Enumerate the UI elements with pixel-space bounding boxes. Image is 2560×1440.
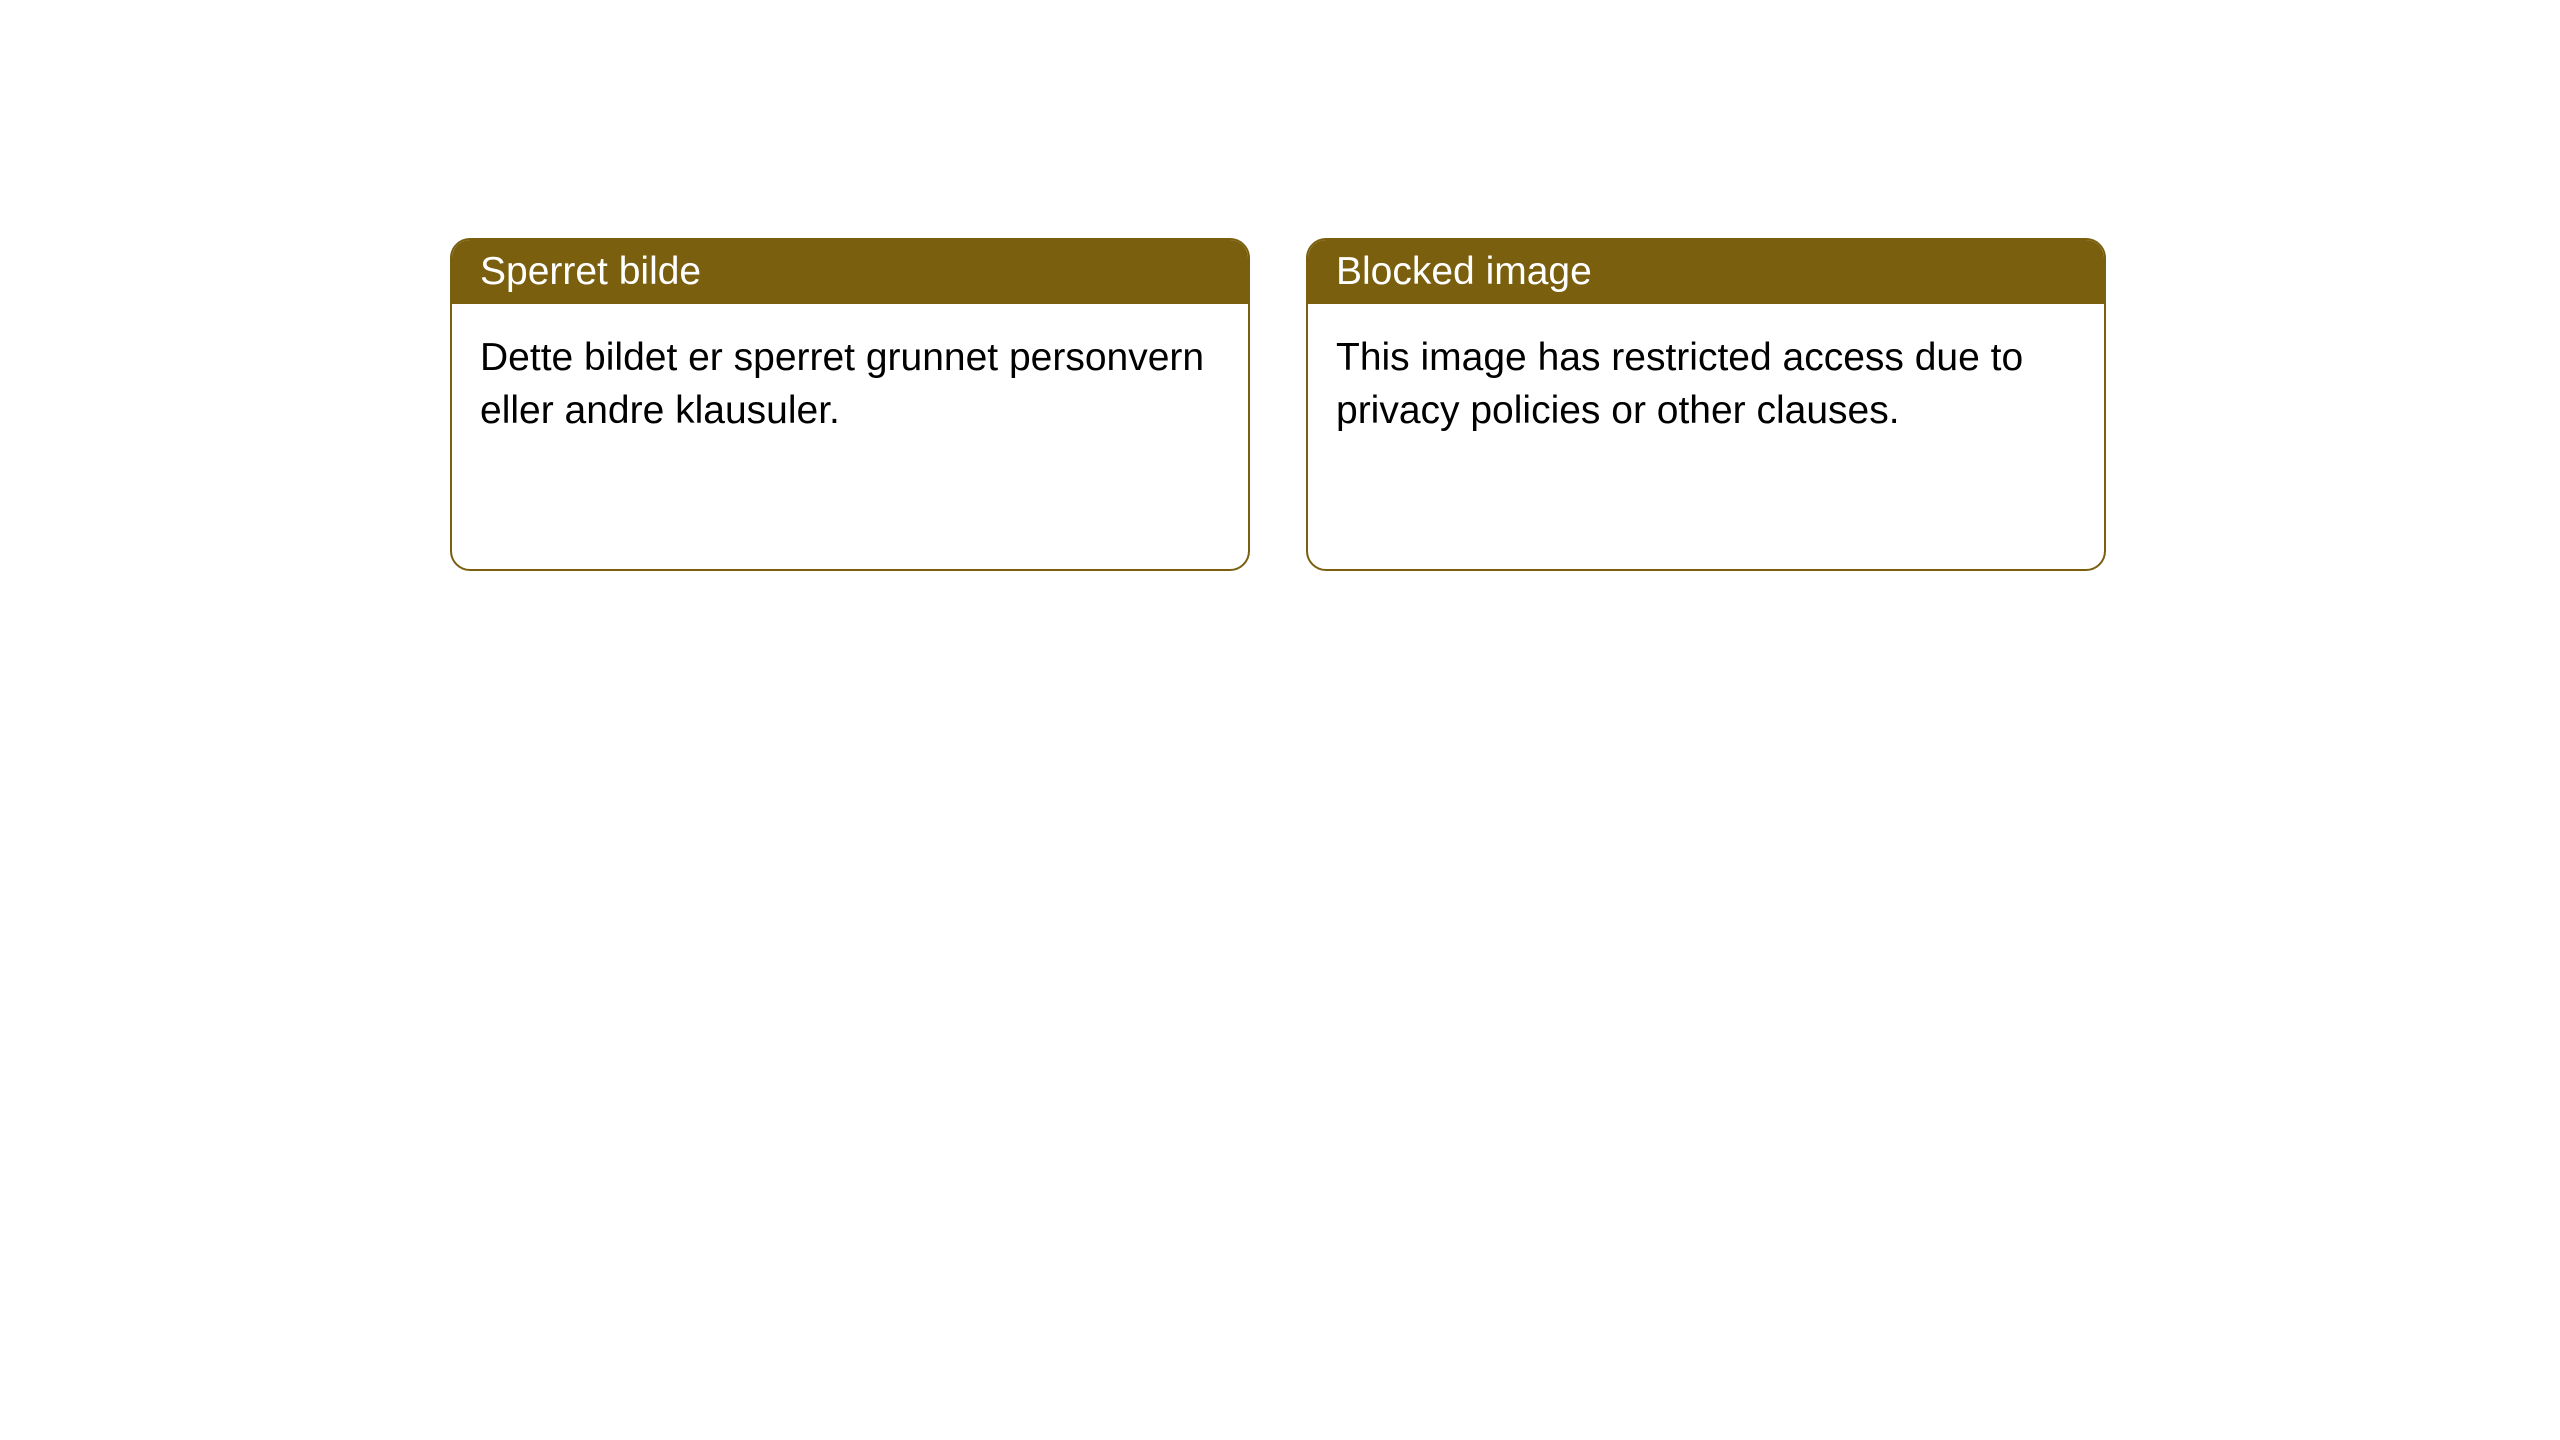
notice-card-header: Sperret bilde [452,240,1248,304]
notice-card-english: Blocked image This image has restricted … [1306,238,2106,571]
notice-card-body: This image has restricted access due to … [1308,304,2104,569]
notice-cards-container: Sperret bilde Dette bildet er sperret gr… [0,0,2560,571]
notice-card-header: Blocked image [1308,240,2104,304]
notice-card-norwegian: Sperret bilde Dette bildet er sperret gr… [450,238,1250,571]
notice-card-body: Dette bildet er sperret grunnet personve… [452,304,1248,569]
